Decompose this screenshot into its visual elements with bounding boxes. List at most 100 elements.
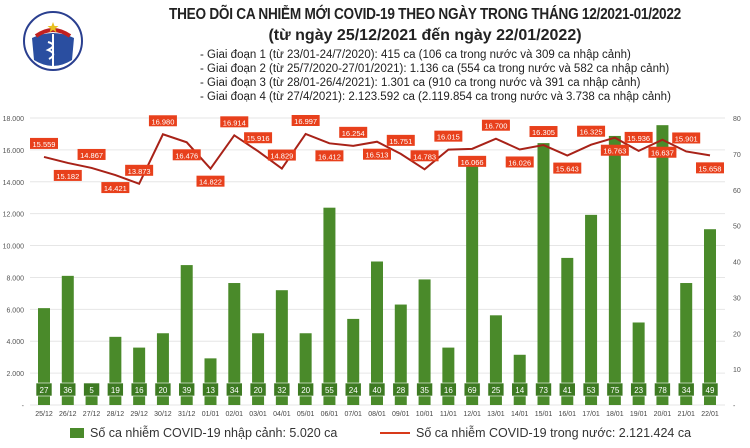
bar-data-label: 19	[111, 386, 120, 395]
line-data-label: 16.015	[437, 133, 460, 142]
stage-3-text: - Giai đoạn 3 (từ 28/01-26/4/2021): 1.30…	[200, 77, 641, 89]
bar-data-label: 69	[468, 386, 477, 395]
bar	[418, 279, 431, 405]
bar	[680, 283, 693, 405]
line-label-box	[53, 169, 82, 181]
bar-data-label: 16	[444, 386, 453, 395]
x-tick-label: 05/01	[297, 411, 315, 418]
bar-data-label: 34	[682, 386, 691, 395]
bar-label-box	[35, 382, 53, 397]
line-data-label: 15.916	[247, 134, 270, 143]
bar-data-label: 28	[396, 386, 405, 395]
legend-bar: Số ca nhiễm COVID-19 nhập cảnh: 5.020 ca	[70, 426, 337, 440]
left-tick-label: 4.000	[6, 339, 24, 346]
bar-label-box	[297, 382, 314, 397]
x-tick-label: 16/01	[559, 411, 577, 418]
line-label-box	[77, 148, 106, 160]
line-label-box	[696, 162, 724, 174]
line-data-label: 16.637	[651, 149, 674, 158]
x-tick-label: 28/12	[107, 411, 125, 418]
line-data-label: 14.421	[104, 184, 127, 193]
bar-data-label: 27	[40, 386, 49, 395]
x-tick-label: 13/01	[487, 411, 505, 418]
bar	[585, 214, 598, 405]
x-tick-label: 30/12	[154, 411, 172, 418]
x-tick-label: 21/01	[677, 411, 695, 418]
x-tick-label: 12/01	[463, 411, 481, 418]
bar-label-box	[130, 382, 148, 397]
line-data-label: 14.822	[199, 178, 222, 187]
line-label-box	[672, 132, 701, 144]
line-data-label: 16.914	[223, 118, 246, 127]
line-label-box	[244, 132, 273, 144]
line-label-box	[529, 126, 558, 138]
bar-label-box	[321, 382, 338, 397]
bar-data-label: 53	[587, 386, 596, 395]
line-data-label: 15.658	[699, 164, 722, 173]
line-data-label: 15.936	[627, 134, 650, 143]
legend-line-swatch	[380, 432, 410, 434]
x-tick-label: 10/01	[416, 411, 434, 418]
bar-data-label: 24	[349, 386, 358, 395]
bar-data-label: 23	[634, 386, 643, 395]
bar-data-label: 20	[158, 386, 167, 395]
bar-label-box	[440, 382, 457, 397]
bar	[228, 283, 241, 405]
line-label-box	[458, 155, 487, 167]
bar	[442, 347, 455, 405]
bar	[394, 304, 407, 405]
bar	[513, 354, 526, 405]
stage-2-text: - Giai đoạn 2 (từ 25/7/2020-27/01/2021):…	[200, 63, 670, 75]
right-tick-label: 20	[733, 331, 741, 338]
bar	[656, 125, 669, 406]
right-tick-label: 50	[733, 224, 741, 231]
bar-data-label: 5	[89, 386, 94, 395]
right-tick-label: 30	[733, 295, 741, 302]
right-tick-label: 80	[733, 116, 741, 123]
line-label-box	[339, 126, 368, 138]
x-tick-label: 02/01	[226, 411, 244, 418]
line-data-label: 16.412	[318, 152, 341, 161]
bar-label-box	[630, 382, 647, 397]
bar-data-label: 78	[658, 386, 667, 395]
line-data-label: 16.997	[294, 117, 317, 126]
bar	[61, 275, 74, 405]
legend-line-label: Số ca nhiễm COVID-19 trong nước: 2.121.4…	[416, 426, 692, 440]
line-label-box	[172, 149, 201, 161]
line-data-label: 16.066	[461, 158, 484, 167]
bar-data-label: 75	[610, 386, 619, 395]
line-data-label: 16.763	[603, 147, 626, 156]
line-data-label: 13.873	[128, 167, 151, 176]
x-tick-label: 19/01	[630, 411, 648, 418]
chart-subtitle: (từ ngày 25/12/2021 đến ngày 22/01/2022)	[268, 27, 582, 44]
line-label-box	[363, 148, 391, 160]
left-tick-label: 6.000	[6, 307, 24, 314]
x-tick-label: 01/01	[202, 411, 220, 418]
bar-data-label: 35	[420, 386, 429, 395]
line-data-label: 15.182	[56, 172, 79, 181]
x-tick-label: 31/12	[178, 411, 196, 418]
legend-bar-swatch	[70, 428, 84, 438]
bar	[180, 265, 193, 405]
x-tick-label: 22/01	[701, 411, 719, 418]
line-label-box	[315, 150, 344, 162]
bar	[275, 290, 288, 405]
bar-data-label: 73	[539, 386, 548, 395]
bar-label-box	[654, 382, 671, 397]
bar-label-box	[83, 382, 100, 397]
line-label-box	[505, 156, 534, 168]
bar-data-label: 55	[325, 386, 334, 395]
bar	[466, 157, 479, 405]
line-data-label: 15.643	[556, 165, 579, 174]
bar-label-box	[582, 382, 600, 397]
ministry-of-health-logo	[23, 11, 83, 71]
left-tick-label: 10.000	[3, 244, 25, 251]
legend-line: Số ca nhiễm COVID-19 trong nước: 2.121.4…	[380, 426, 691, 440]
bar-label-box	[416, 382, 433, 397]
bar-data-label: 39	[182, 386, 191, 395]
right-tick-label: -	[733, 403, 736, 410]
bar-data-label: 32	[277, 386, 286, 395]
line-data-label: 16.254	[342, 129, 365, 138]
bar	[323, 207, 336, 405]
line-data-label: 14.867	[80, 151, 103, 160]
